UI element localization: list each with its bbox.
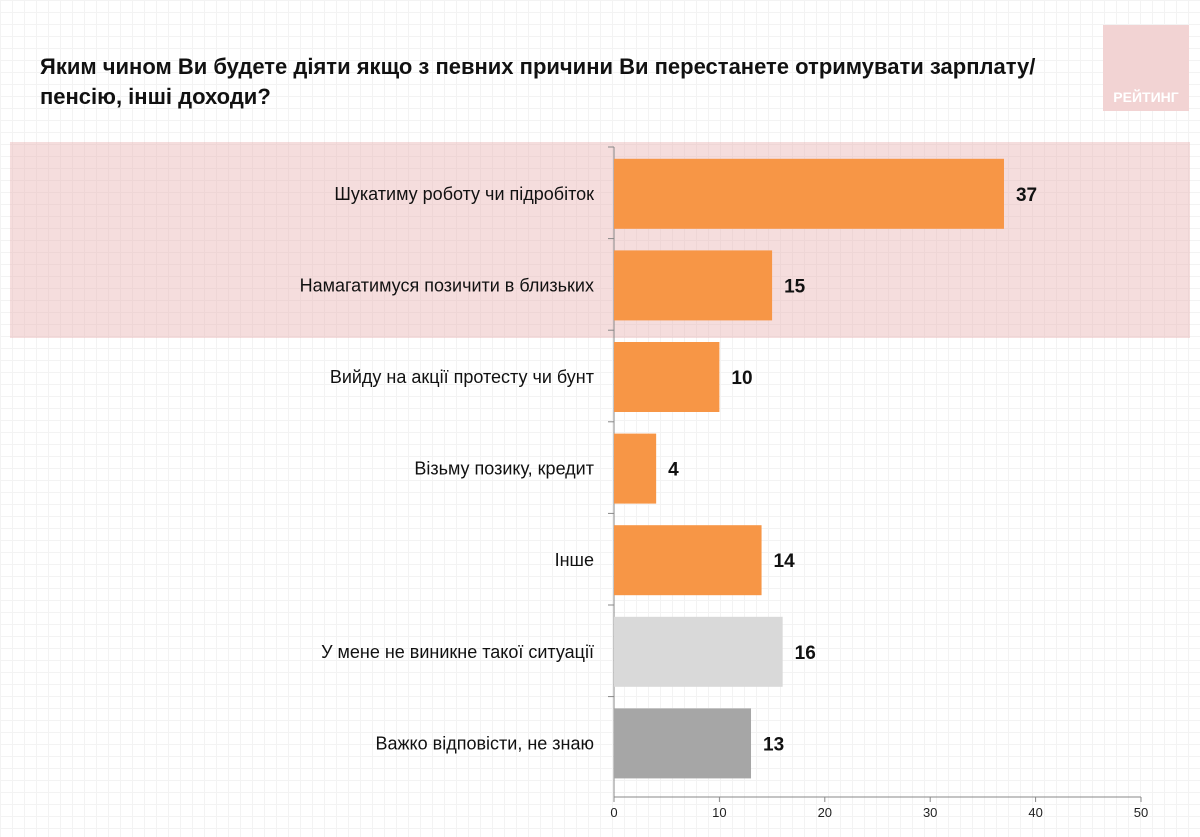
bar	[614, 342, 720, 412]
bar	[614, 525, 762, 596]
chart-title: Яким чином Ви будете діяти якщо з певних…	[40, 54, 1036, 109]
x-tick-label: 20	[818, 805, 832, 820]
category-label: Візьму позику, кредит	[414, 459, 594, 479]
data-label: 37	[1016, 185, 1037, 206]
data-label: 14	[774, 551, 796, 572]
bar	[614, 158, 1004, 229]
data-label: 10	[731, 368, 752, 389]
bar	[614, 433, 657, 504]
rating-logo: РЕЙТИНГ	[1103, 25, 1189, 111]
x-tick-label: 0	[610, 805, 617, 820]
data-label: 13	[763, 734, 784, 755]
data-label: 4	[668, 460, 679, 481]
x-tick-label: 40	[1028, 805, 1042, 820]
data-label: 15	[784, 276, 806, 297]
category-label: У мене не виникне такої ситуації	[321, 642, 594, 662]
category-label: Шукатиму роботу чи підробіток	[334, 184, 594, 204]
bar	[614, 616, 783, 687]
category-label: Намагатимуся позичити в близьких	[300, 275, 594, 295]
x-tick-label: 50	[1134, 805, 1148, 820]
bar	[614, 250, 773, 321]
category-label: Вийду на акції протесту чи бунт	[330, 367, 594, 387]
category-label: Інше	[555, 550, 594, 570]
data-label: 16	[795, 643, 816, 664]
bar	[614, 708, 752, 779]
x-tick-label: 30	[923, 805, 937, 820]
category-label: Важко відповісти, не знаю	[376, 733, 595, 753]
logo-text: РЕЙТИНГ	[1113, 89, 1179, 105]
x-tick-label: 10	[712, 805, 726, 820]
